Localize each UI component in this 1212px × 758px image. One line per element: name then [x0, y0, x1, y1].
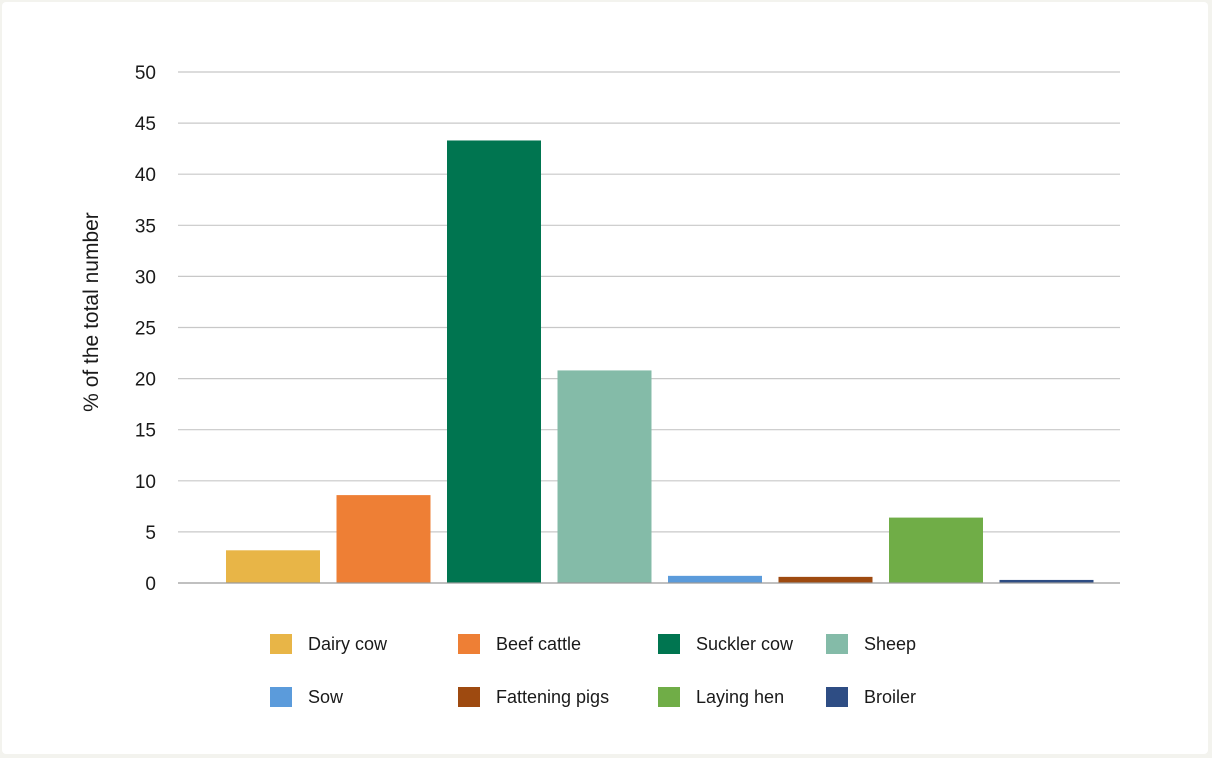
y-tick-label: 50	[135, 63, 156, 84]
y-tick-label: 15	[135, 421, 156, 442]
bar-laying-hen	[889, 517, 983, 583]
y-tick-label: 40	[135, 165, 156, 186]
y-tick-label: 30	[135, 267, 156, 288]
y-axis-label: % of the total number	[80, 212, 103, 412]
y-tick-label: 10	[135, 472, 156, 493]
y-tick-labels: 0 5 10 15 20 25 30 35 40 45 50	[135, 63, 156, 595]
y-tick-label: 25	[135, 319, 156, 340]
bar-sheep	[557, 370, 652, 583]
y-tick-label: 5	[145, 523, 156, 544]
y-tick-label: 35	[135, 216, 156, 237]
bar-suckler-cow	[447, 140, 541, 583]
bar-fattening-pigs	[778, 576, 873, 583]
y-tick-label: 0	[145, 574, 156, 595]
y-tick-label: 45	[135, 114, 156, 135]
y-tick-label: 20	[135, 370, 156, 391]
bar-dairy-cow	[226, 550, 320, 583]
bar-broiler	[999, 579, 1094, 583]
bars	[226, 140, 1094, 583]
bar-beef-cattle	[336, 495, 431, 583]
bar-sow	[668, 575, 762, 583]
